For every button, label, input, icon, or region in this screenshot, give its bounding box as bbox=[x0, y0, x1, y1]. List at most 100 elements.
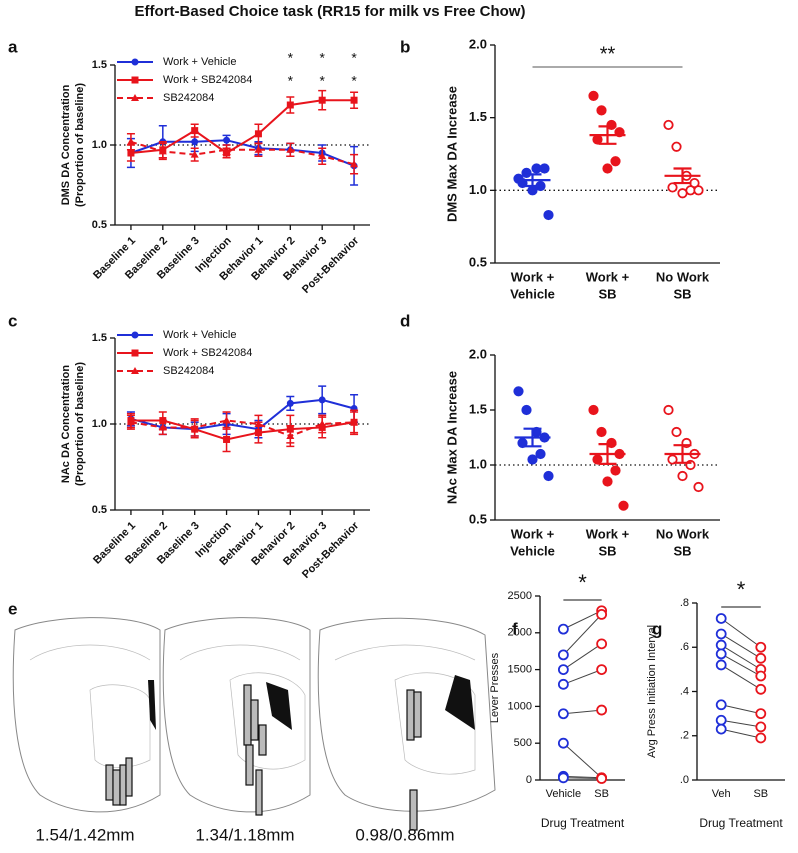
data-point bbox=[286, 145, 295, 153]
data-point bbox=[557, 737, 569, 749]
legend-marker bbox=[131, 94, 139, 101]
series-line bbox=[130, 398, 355, 431]
x-tick-label: Vehicle bbox=[510, 286, 555, 301]
pair-line bbox=[563, 643, 602, 671]
y-tick-label: 1000 bbox=[508, 700, 532, 712]
data-point bbox=[693, 185, 704, 196]
x-axis-label: Drug Treatment bbox=[699, 816, 783, 830]
y-axis-label: DMS Max DA Increase bbox=[444, 86, 459, 222]
data-point bbox=[755, 641, 767, 653]
x-tick-label: Work + bbox=[586, 526, 630, 541]
annotation: * bbox=[319, 50, 325, 66]
data-point bbox=[610, 465, 621, 476]
data-point bbox=[557, 772, 569, 784]
data-point bbox=[755, 732, 767, 744]
data-point bbox=[126, 137, 135, 145]
data-point bbox=[191, 127, 199, 135]
data-point bbox=[158, 423, 167, 431]
data-point bbox=[318, 420, 327, 427]
legend-label: Work + SB242084 bbox=[163, 74, 252, 86]
brain-sections bbox=[12, 617, 496, 831]
data-point bbox=[715, 639, 727, 651]
data-point bbox=[318, 152, 327, 160]
y-tick-label: 0.5 bbox=[92, 504, 107, 516]
annotation: * bbox=[351, 73, 357, 89]
data-point bbox=[671, 141, 682, 152]
x-tick-label: Work + bbox=[586, 269, 630, 284]
y-tick-label: 0.5 bbox=[469, 254, 487, 269]
data-point bbox=[592, 134, 603, 145]
data-point bbox=[318, 96, 326, 104]
panel-letter: b bbox=[400, 37, 410, 56]
y-axis-label: Avg Press Initiation Interval bbox=[646, 625, 658, 758]
data-point bbox=[126, 418, 135, 426]
data-point bbox=[663, 119, 674, 131]
data-point bbox=[677, 470, 688, 482]
x-tick-label: SB bbox=[673, 543, 691, 558]
panel-letter: a bbox=[8, 37, 18, 56]
data-point bbox=[557, 664, 569, 675]
x-tick-label: Post-Behavior bbox=[300, 234, 362, 296]
y-axis-label: (Proportion of baseline) bbox=[74, 362, 86, 486]
data-point bbox=[596, 704, 608, 716]
data-point bbox=[517, 437, 528, 449]
x-axis-label: Drug Treatment bbox=[541, 816, 625, 830]
data-point bbox=[222, 416, 231, 424]
legend-marker bbox=[131, 367, 139, 374]
data-point bbox=[602, 163, 613, 174]
y-axis-label: NAc DA Concentration bbox=[60, 365, 72, 483]
x-tick-label: SB bbox=[598, 543, 616, 558]
data-point bbox=[158, 147, 167, 155]
significance: * bbox=[578, 570, 587, 595]
data-point bbox=[596, 105, 607, 116]
data-point bbox=[254, 420, 263, 427]
y-tick-label: 1.0 bbox=[92, 139, 107, 151]
data-point bbox=[557, 708, 569, 720]
data-point bbox=[350, 160, 359, 168]
pair-line bbox=[563, 777, 602, 780]
legend-marker bbox=[131, 349, 139, 357]
series-line bbox=[130, 419, 355, 438]
data-point bbox=[715, 628, 727, 640]
data-point bbox=[755, 721, 767, 733]
data-point bbox=[677, 188, 688, 199]
x-tick-label: Work + bbox=[511, 526, 555, 541]
y-tick-label: 1.5 bbox=[92, 59, 107, 71]
series-line bbox=[130, 140, 355, 166]
x-tick-label: Vehicle bbox=[546, 788, 581, 800]
data-point bbox=[190, 423, 199, 431]
data-point bbox=[521, 167, 532, 178]
panel-letter: e bbox=[8, 599, 17, 618]
y-tick-label: 2500 bbox=[508, 590, 532, 602]
data-point bbox=[254, 145, 263, 153]
pair-line bbox=[563, 742, 602, 779]
pair-line bbox=[563, 709, 602, 715]
pair-line bbox=[721, 728, 761, 739]
pair-line bbox=[720, 653, 762, 677]
x-tick-label: SB bbox=[598, 286, 616, 301]
y-tick-label: 0.5 bbox=[92, 219, 107, 231]
data-point bbox=[715, 723, 727, 735]
data-point bbox=[191, 138, 199, 146]
y-axis-label: NAc Max DA Increase bbox=[444, 371, 459, 504]
panel-letter: g bbox=[652, 619, 662, 638]
y-tick-label: 1.5 bbox=[469, 109, 487, 124]
legend-label: Work + Vehicle bbox=[163, 56, 236, 68]
data-point bbox=[596, 638, 608, 650]
data-point bbox=[588, 404, 599, 416]
legend-marker bbox=[131, 331, 139, 339]
mean-sem bbox=[664, 444, 701, 464]
y-tick-label: 2000 bbox=[508, 627, 532, 639]
data-point bbox=[755, 708, 767, 720]
data-point bbox=[618, 500, 629, 511]
y-tick-label: 0 bbox=[526, 774, 532, 786]
section-label: 1.34/1.18mm bbox=[195, 825, 294, 844]
series-line bbox=[130, 419, 355, 441]
data-point bbox=[286, 432, 295, 440]
data-point bbox=[610, 156, 621, 167]
pair-line bbox=[720, 664, 762, 690]
data-point bbox=[663, 404, 674, 416]
data-point bbox=[127, 149, 135, 157]
data-point bbox=[557, 649, 569, 661]
